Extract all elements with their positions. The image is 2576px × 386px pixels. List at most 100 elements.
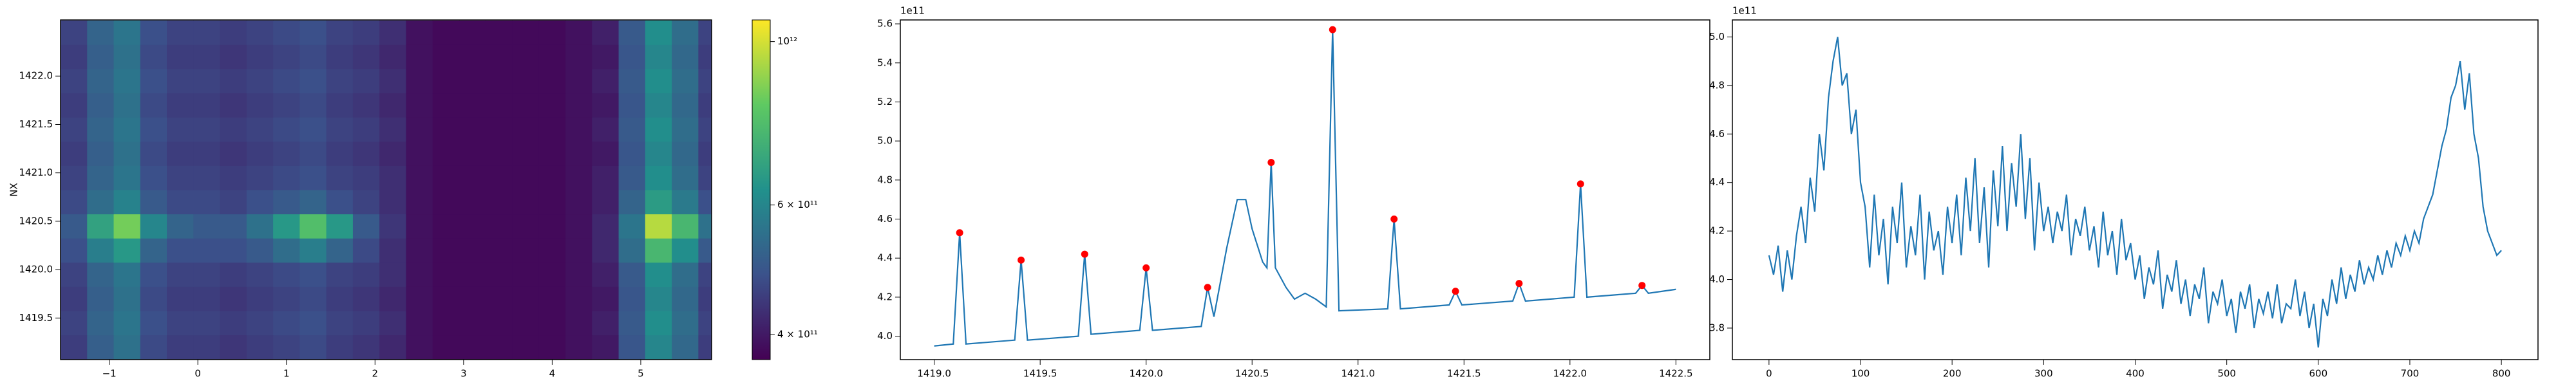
heatmap-cell [486,68,513,94]
heatmap-cell [193,93,221,118]
heatmap-cell [113,214,141,239]
heatmap-cell [193,214,221,239]
heatmap-cell [61,93,88,118]
heatmap-cell [565,311,592,336]
heatmap-cell [113,117,141,142]
heatmap-cell [299,311,327,336]
heatmap-cell [645,335,672,360]
peak-marker [1577,180,1584,188]
heatmap-cell [432,20,460,45]
heatmap-cell [61,214,88,239]
plot-2: 1e11 0 100 200 300 400 500 600 700 800 3.8 4.0 4.2 4.… [1709,5,2539,380]
heatmap-cell [432,117,460,142]
heatmap-cell [538,286,566,311]
heatmap-cell [618,214,646,239]
heatmap-cell [87,68,115,94]
peak-marker [1081,250,1088,258]
heatmap-cell [246,190,274,215]
x-tick-label: 1421.0 [1341,368,1376,380]
heatmap-cell [61,262,88,287]
heatmap-cell [538,141,566,166]
heatmap-cell [538,20,566,45]
heatmap-cell [379,93,406,118]
heatmap-cell [113,238,141,263]
heatmap-cell [113,20,141,45]
heatmap-cell [486,214,513,239]
heatmap-cell [299,286,327,311]
heatmap-cell [592,93,620,118]
heatmap-cell [618,44,646,69]
axes-frame [900,19,1710,360]
heatmap-cell [672,44,699,69]
heatmap-cell [538,238,566,263]
heatmap-cell [618,238,646,263]
y-tick-label: 5.0 [1709,31,1725,42]
heatmap-cell [459,214,486,239]
x-tick-label: 1422.5 [1659,368,1693,380]
heatmap-cell [486,238,513,263]
heatmap-cell [538,44,566,69]
heatmap-cell [326,311,354,336]
x-tick-label: 800 [2492,368,2511,380]
heatmap-cell [618,190,646,215]
heatmap-cell [565,238,592,263]
heatmap-cell [698,20,712,45]
heatmap-cell [352,335,380,360]
heatmap-cell [565,117,592,142]
axes-frame [60,19,712,360]
heatmap-cell [645,117,672,142]
heatmap-cell [432,238,460,263]
heatmap-cell [645,165,672,190]
heatmap-cell [379,214,406,239]
heatmap-cell [113,190,141,215]
heatmap-cell [459,117,486,142]
heatmap-cell [432,214,460,239]
heatmap-cell [459,20,486,45]
heatmap-cell [538,262,566,287]
colorbar-tick-label: 6 × 10¹¹ [777,199,818,210]
heatmap-cell [167,214,194,239]
heatmap-cell [87,93,115,118]
heatmap-cell [432,262,460,287]
heatmap-cell [193,311,221,336]
heatmap-cell [140,141,167,166]
x-tick-label: 5 [638,368,644,380]
heatmap-cell [113,93,141,118]
heatmap-cell [512,335,540,360]
heatmap-cell [87,20,115,45]
heatmap-cell [273,311,300,336]
heatmap-cell [113,141,141,166]
heatmap-cell [486,165,513,190]
heatmap-cell [246,335,274,360]
heatmap-cell [672,141,699,166]
heatmap-cell [618,335,646,360]
heatmap-cell [406,93,433,118]
heatmap-cell [406,190,433,215]
heatmap-cell [246,286,274,311]
colorbar-tick-label: 4 × 10¹¹ [777,329,818,340]
heatmap-cell [406,311,433,336]
heatmap-cell [61,141,88,166]
heatmap-cell [592,262,620,287]
heatmap-cell [379,335,406,360]
heatmap-cell [379,141,406,166]
peak-marker [1515,280,1523,288]
heatmap-cell [61,286,88,311]
peak-marker [1329,26,1336,33]
heatmap-cell [299,165,327,190]
heatmap-cell [140,68,167,94]
heatmap-cells [61,20,712,360]
heatmap-cell [486,44,513,69]
heatmap-cell [645,262,672,287]
heatmap-cell [459,190,486,215]
heatmap-cell [352,141,380,166]
heatmap-cell [512,20,540,45]
heatmap-cell [538,117,566,142]
peak-marker [1638,282,1646,290]
heatmap-cell [140,44,167,69]
heatmap-cell [459,262,486,287]
heatmap-cell [672,335,699,360]
heatmap-cell [167,262,194,287]
heatmap-cell [406,117,433,142]
